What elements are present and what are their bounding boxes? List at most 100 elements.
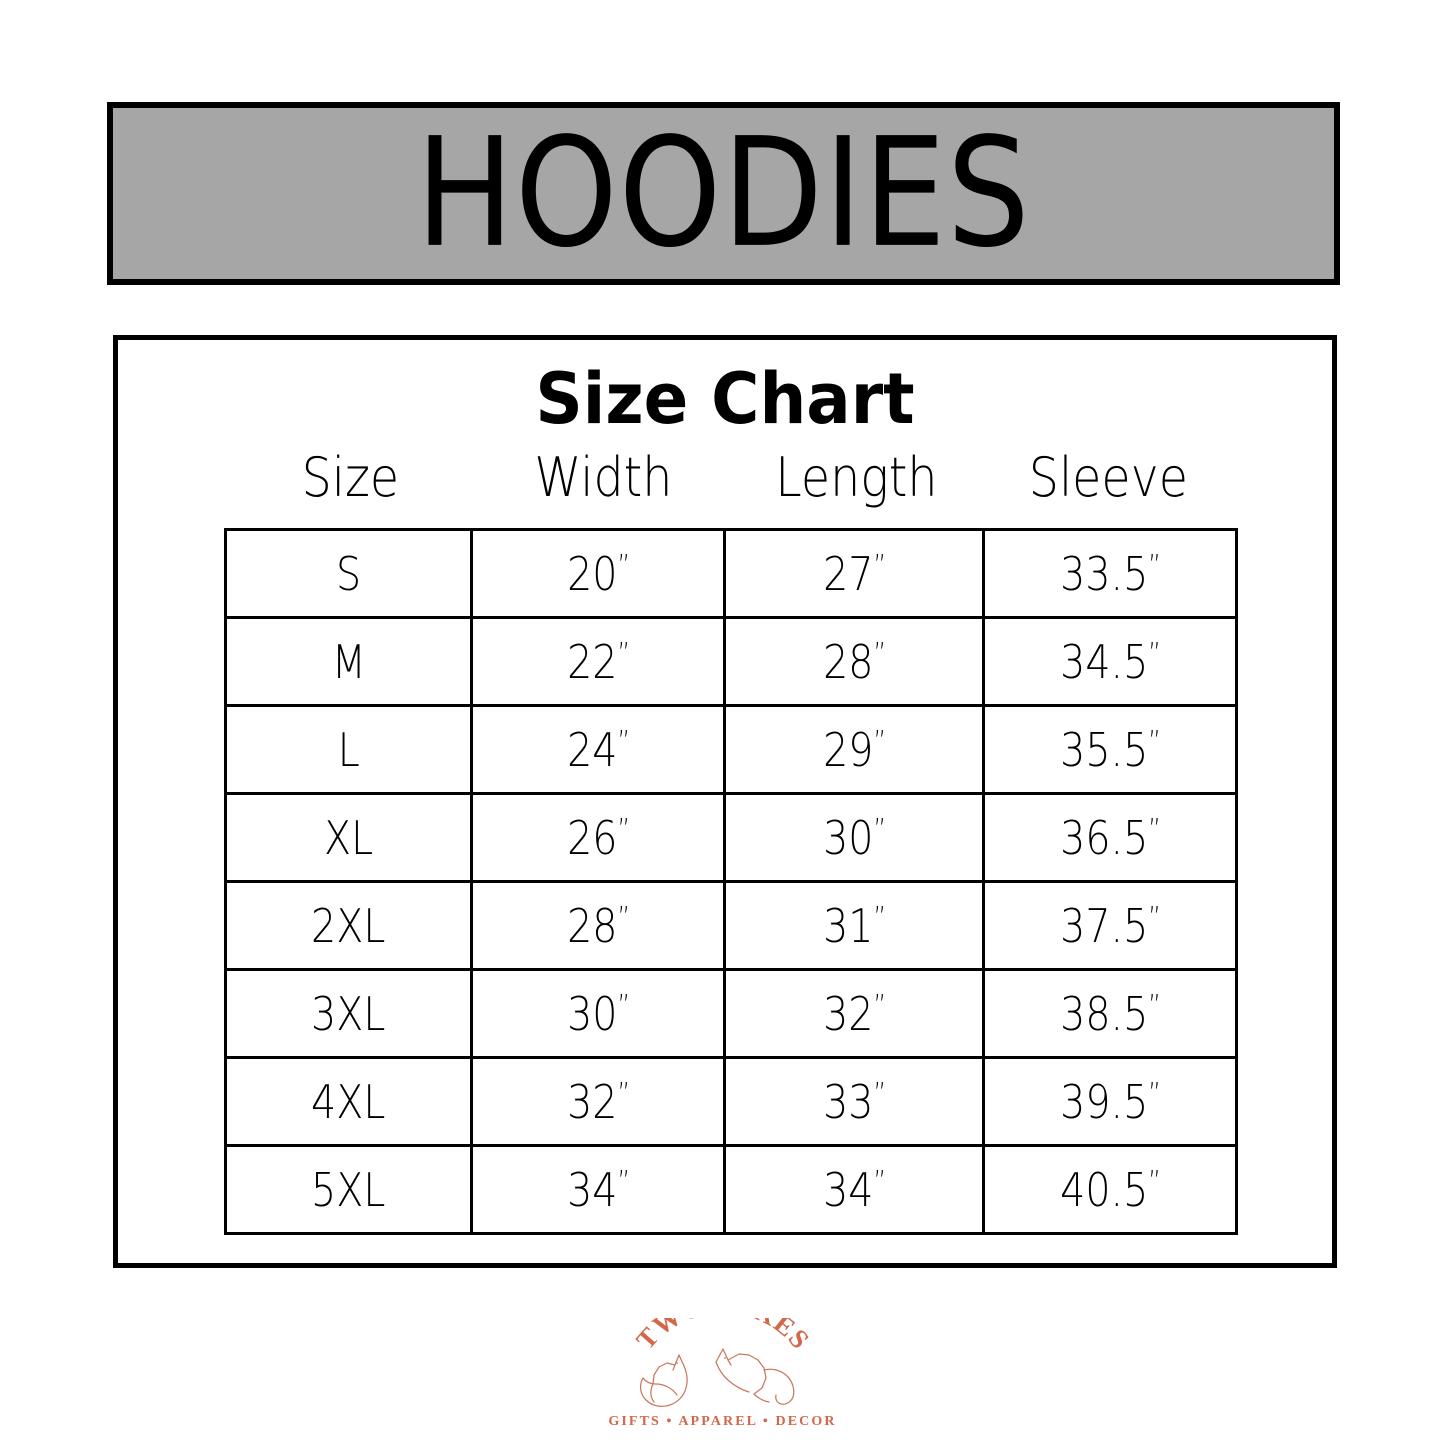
value: 33 bbox=[822, 1074, 874, 1129]
cell-sleeve: 38.5” bbox=[982, 968, 1238, 1059]
cell-sleeve-text: 38.5” bbox=[1060, 988, 1161, 1037]
table-row: M 22” 28” 34.5” bbox=[224, 616, 1238, 707]
value: 33.5 bbox=[1059, 546, 1148, 601]
cell-size: 2XL bbox=[224, 880, 473, 971]
inch-symbol: ” bbox=[873, 812, 886, 846]
cell-length-text: 27” bbox=[823, 551, 886, 597]
cell-size: M bbox=[224, 616, 473, 707]
cell-sleeve-text: 39.5” bbox=[1060, 1079, 1161, 1125]
cell-width: 32” bbox=[470, 1056, 726, 1147]
brand-logo: TWO FOXES bbox=[588, 1318, 858, 1430]
cell-sleeve: 36.5” bbox=[982, 792, 1238, 883]
cell-size-text: 3XL bbox=[311, 986, 386, 1041]
inch-symbol: ” bbox=[617, 724, 630, 758]
value: 30 bbox=[822, 810, 874, 865]
cell-length: 34” bbox=[723, 1144, 985, 1235]
value: 29 bbox=[822, 722, 874, 777]
cell-size-text: M bbox=[331, 634, 366, 689]
cell-sleeve-text: 36.5” bbox=[1060, 812, 1161, 861]
table-row: 5XL 34” 34” 40.5” bbox=[224, 1144, 1238, 1235]
cell-length-text: 32” bbox=[823, 991, 886, 1037]
fox-leaping-icon bbox=[714, 1348, 794, 1405]
value: 27 bbox=[822, 546, 874, 601]
inch-symbol: ” bbox=[1147, 724, 1161, 758]
inch-symbol: ” bbox=[617, 636, 630, 670]
value: 32 bbox=[566, 1074, 618, 1129]
value: 31 bbox=[822, 898, 874, 953]
column-header-size: Size bbox=[301, 446, 400, 509]
inch-symbol: ” bbox=[873, 1164, 886, 1198]
value: 37.5 bbox=[1059, 898, 1148, 953]
inch-symbol: ” bbox=[617, 900, 630, 934]
value: 39.5 bbox=[1059, 1074, 1148, 1129]
value: 24 bbox=[566, 722, 618, 777]
cell-sleeve: 37.5” bbox=[982, 880, 1238, 971]
inch-symbol: ” bbox=[873, 988, 886, 1022]
cell-sleeve: 39.5” bbox=[982, 1056, 1238, 1147]
cell-size-text: 2XL bbox=[311, 898, 386, 953]
value: 26 bbox=[566, 810, 618, 865]
cell-size-text: L bbox=[337, 722, 360, 777]
cell-sleeve: 33.5” bbox=[982, 528, 1238, 619]
value: 34 bbox=[566, 1162, 618, 1217]
cell-width: 24” bbox=[470, 704, 726, 795]
column-header-width: Width bbox=[534, 446, 673, 509]
inch-symbol: ” bbox=[617, 812, 630, 846]
size-measurement-table: S 20” 27” 33.5” M 22” 28” 34.5” L 24” 29… bbox=[224, 528, 1238, 1235]
two-foxes-logo-mark: TWO FOXES bbox=[588, 1318, 858, 1413]
column-header-row: Size Width Length Sleeve bbox=[224, 446, 1235, 509]
cell-size-text: 4XL bbox=[311, 1074, 386, 1129]
cell-width: 20” bbox=[470, 528, 726, 619]
cell-width-text: 22” bbox=[567, 639, 630, 685]
value: 36.5 bbox=[1059, 810, 1148, 865]
table-row: XL 26” 30” 36.5” bbox=[224, 792, 1238, 883]
inch-symbol: ” bbox=[617, 1076, 630, 1110]
size-chart-card: Size Chart Size Width Length Sleeve S 20… bbox=[113, 335, 1337, 1268]
cell-length-text: 29” bbox=[823, 727, 886, 773]
cell-width-text: 30” bbox=[567, 991, 630, 1037]
cell-length: 30” bbox=[723, 792, 985, 883]
cell-width-text: 34” bbox=[567, 1167, 630, 1213]
table-body: S 20” 27” 33.5” M 22” 28” 34.5” L 24” 29… bbox=[224, 528, 1238, 1235]
value: 28 bbox=[822, 634, 874, 689]
cell-size-text: S bbox=[335, 546, 362, 601]
fox-curled-icon bbox=[639, 1354, 688, 1407]
inch-symbol: ” bbox=[873, 900, 886, 934]
value: 20 bbox=[566, 546, 618, 601]
cell-width: 28” bbox=[470, 880, 726, 971]
inch-symbol: ” bbox=[617, 1164, 630, 1198]
cell-size-text: XL bbox=[323, 810, 374, 865]
cell-size: 3XL bbox=[224, 968, 473, 1059]
value: 28 bbox=[566, 898, 618, 953]
cell-length: 27” bbox=[723, 528, 985, 619]
column-header-length: Length bbox=[774, 446, 937, 509]
cell-sleeve-text: 34.5” bbox=[1060, 639, 1161, 685]
inch-symbol: ” bbox=[873, 636, 886, 670]
cell-width: 34” bbox=[470, 1144, 726, 1235]
cell-size: 4XL bbox=[224, 1056, 473, 1147]
value: 38.5 bbox=[1059, 986, 1148, 1041]
cell-width-text: 32” bbox=[567, 1079, 630, 1125]
table-row: 2XL 28” 31” 37.5” bbox=[224, 880, 1238, 971]
category-banner: HOODIES bbox=[107, 102, 1340, 285]
cell-length-text: 28” bbox=[823, 639, 886, 685]
cell-width: 22” bbox=[470, 616, 726, 707]
table-row: L 24” 29” 35.5” bbox=[224, 704, 1238, 795]
cell-length-text: 34” bbox=[823, 1167, 886, 1213]
cell-sleeve-text: 33.5” bbox=[1060, 551, 1161, 597]
inch-symbol: ” bbox=[1147, 988, 1161, 1022]
inch-symbol: ” bbox=[1147, 812, 1161, 846]
cell-sleeve: 34.5” bbox=[982, 616, 1238, 707]
cell-width-text: 26” bbox=[567, 815, 630, 861]
inch-symbol: ” bbox=[617, 988, 630, 1022]
cell-size: XL bbox=[224, 792, 473, 883]
inch-symbol: ” bbox=[617, 548, 630, 582]
cell-sleeve-text: 40.5” bbox=[1060, 1167, 1161, 1213]
cell-length-text: 31” bbox=[823, 903, 886, 949]
cell-width: 26” bbox=[470, 792, 726, 883]
inch-symbol: ” bbox=[873, 724, 886, 758]
cell-length-text: 30” bbox=[823, 815, 886, 861]
cell-length: 31” bbox=[723, 880, 985, 971]
value: 40.5 bbox=[1059, 1162, 1148, 1217]
